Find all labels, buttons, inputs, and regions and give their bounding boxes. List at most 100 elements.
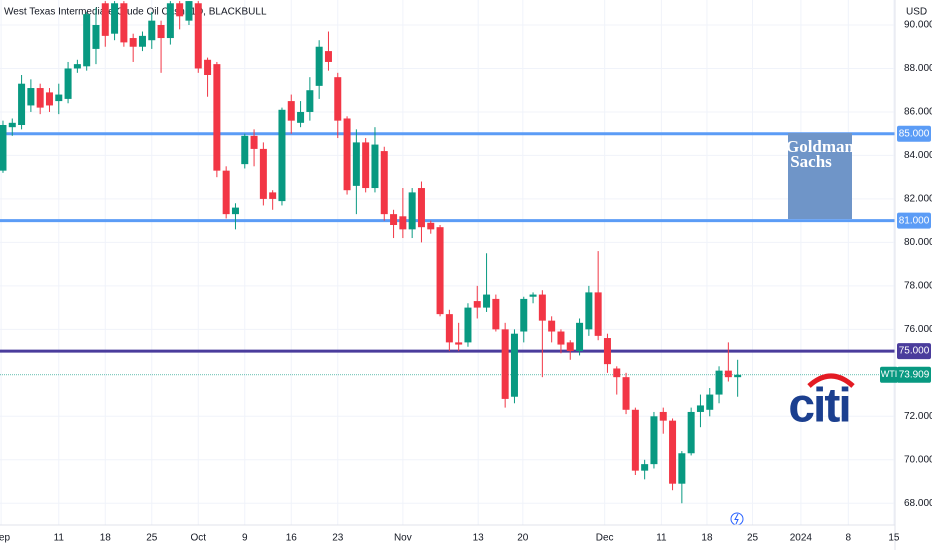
candle-body <box>687 411 695 454</box>
x-tick-label: 8 <box>846 533 852 544</box>
candle-body <box>678 453 686 484</box>
candle-body <box>64 68 72 99</box>
candle-body <box>696 405 704 412</box>
candle-body <box>362 142 370 189</box>
candle-body <box>111 3 119 34</box>
candle-body <box>73 64 81 69</box>
candle-body <box>352 142 360 186</box>
candle-body <box>278 109 286 202</box>
candle-body <box>8 122 16 128</box>
x-tick-label: 11 <box>656 533 667 544</box>
candle-body <box>501 329 509 399</box>
candle-body <box>576 322 584 352</box>
y-tick-label: 82.000 <box>904 194 932 205</box>
x-tick-label: 18 <box>701 533 713 544</box>
candles-layer <box>0 1 742 504</box>
candle-body <box>650 416 658 465</box>
citi-arc <box>807 373 855 388</box>
candle-body <box>250 135 258 149</box>
candle-body <box>566 342 574 352</box>
candle-body <box>464 307 472 343</box>
candle-body <box>594 292 602 336</box>
candle-body <box>157 25 165 39</box>
x-tick-label: 16 <box>286 533 298 544</box>
y-tick-label: 70.000 <box>904 454 932 465</box>
candle-body <box>622 377 630 410</box>
candle-body <box>455 342 463 345</box>
x-tick-label: 15 <box>888 533 900 544</box>
candle-body <box>138 35 146 47</box>
x-tick-label: 25 <box>146 533 158 544</box>
level-label: 75.000 <box>899 346 930 357</box>
x-tick-label: 18 <box>100 533 112 544</box>
candle-body <box>297 111 305 123</box>
candle-body <box>436 227 444 315</box>
candle-body <box>631 409 639 471</box>
x-tick-label: 13 <box>473 533 485 544</box>
candle-body <box>18 83 26 125</box>
x-tick-label: 11 <box>54 533 65 544</box>
candle-body <box>529 294 537 297</box>
candle-body <box>259 148 267 199</box>
candle-body <box>194 3 202 69</box>
last-price-name: WTI <box>881 369 898 379</box>
y-tick-label: 80.000 <box>904 237 932 248</box>
candle-body <box>417 188 425 228</box>
candle-body <box>724 370 732 378</box>
candle-body <box>510 333 518 397</box>
candle-body <box>380 151 388 215</box>
y-axis-unit: USD <box>906 7 927 18</box>
candle-body <box>613 368 621 378</box>
y-tick-label: 76.000 <box>904 324 932 335</box>
candle-body <box>176 3 184 17</box>
candle-body <box>204 59 212 75</box>
candle-body <box>287 101 295 121</box>
candle-body <box>334 77 342 121</box>
y-tick-label: 72.000 <box>904 411 932 422</box>
candle-body <box>166 3 174 39</box>
grid-layer <box>0 0 895 525</box>
level-badge <box>897 125 931 142</box>
candle-body <box>0 125 7 171</box>
candle-body <box>585 292 593 330</box>
candle-body <box>408 192 416 230</box>
candle-body <box>734 374 742 378</box>
candle-body <box>641 464 649 471</box>
candle-body <box>371 144 379 189</box>
y-axis-bg <box>895 0 932 550</box>
candle-body <box>92 25 100 49</box>
candle-body <box>45 92 53 106</box>
last-price-name-badge <box>880 366 898 383</box>
x-tick-label: Sep <box>0 533 10 544</box>
y-tick-label: 86.000 <box>904 107 932 118</box>
candle-body <box>231 207 239 215</box>
y-tick-label: 68.000 <box>904 498 932 509</box>
candle-body <box>101 3 109 36</box>
candle-body <box>55 94 63 102</box>
x-tick-label: 23 <box>332 533 344 544</box>
goldman-line: Goldman <box>786 137 855 156</box>
y-tick-label: 88.000 <box>904 63 932 74</box>
candle-body <box>83 14 91 67</box>
last-price-label: 73.909 <box>899 369 930 380</box>
candle-body <box>324 51 332 62</box>
x-tick-label: 25 <box>747 533 759 544</box>
levels-layer <box>0 132 895 376</box>
candle-body <box>185 1 193 21</box>
candle-body <box>27 88 35 106</box>
candle-body <box>557 331 565 345</box>
level-badge <box>897 343 931 360</box>
chart-title: West Texas Intermediate Crude Oil Cash, … <box>4 7 267 18</box>
level-badge <box>897 212 931 229</box>
x-tick-label: Nov <box>394 533 412 544</box>
goldman-box <box>788 133 852 219</box>
candle-body <box>473 301 481 308</box>
candle-body <box>669 420 677 484</box>
goldman-line: Sachs <box>790 152 832 171</box>
event-icon-bolt <box>734 513 739 525</box>
last-price-badge <box>897 366 931 383</box>
candle-body <box>427 222 435 230</box>
level-label: 81.000 <box>899 215 930 226</box>
candle-body <box>399 216 407 230</box>
